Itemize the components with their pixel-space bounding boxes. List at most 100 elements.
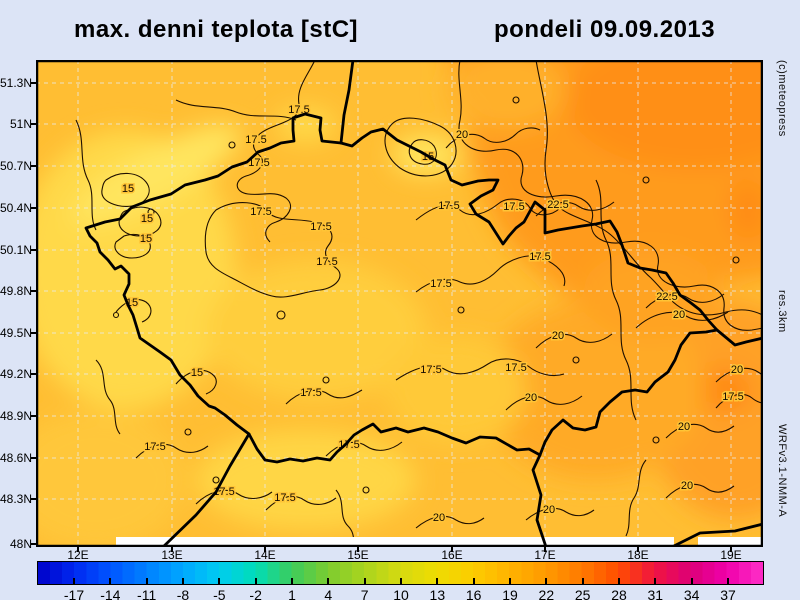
scale-tick <box>254 578 257 585</box>
scale-value-label: 28 <box>611 587 627 600</box>
contour-value-label: 17.5 <box>722 391 743 403</box>
contour-value-label: 17.5 <box>310 221 331 233</box>
scale-value-label: -5 <box>213 587 226 600</box>
contour-value-label: 17.5 <box>300 387 321 399</box>
lat-tick <box>31 543 36 545</box>
lat-tick <box>31 290 36 292</box>
lat-tick <box>31 373 36 375</box>
contour-value-label: 17.5 <box>248 157 269 169</box>
scale-value-label: 1 <box>288 587 296 600</box>
austria-slovakia-border <box>531 453 548 547</box>
scale-tick <box>690 578 693 585</box>
scale-value-label: 13 <box>429 587 446 600</box>
country-borders <box>84 60 763 547</box>
lon-label: 16E <box>441 548 463 562</box>
scale-value-label: -8 <box>176 587 190 600</box>
scale-tick <box>617 578 620 585</box>
scale-tick <box>508 578 511 585</box>
contour-value-label: 22.5 <box>656 291 677 303</box>
lat-label: 48.3N <box>0 492 33 506</box>
no-data-strip <box>116 537 763 547</box>
slovakia-hungary-border <box>670 522 763 547</box>
scale-tick <box>363 578 366 585</box>
scale-tick <box>545 578 548 585</box>
lon-tick <box>77 547 79 552</box>
scale-value-label: -11 <box>137 587 157 600</box>
lat-tick <box>31 82 36 84</box>
lat-lon-grid <box>36 60 763 547</box>
scale-tick <box>218 578 221 585</box>
lon-tick <box>264 547 266 552</box>
lat-tick <box>31 332 36 334</box>
contour-value-label: 17.5 <box>438 200 459 212</box>
contour-value-label: 20 <box>456 129 468 141</box>
lon-tick <box>544 547 546 552</box>
scale-tick <box>654 578 657 585</box>
scale-value-label: 19 <box>502 587 518 600</box>
contour-label-layer: 15151515151517.517.517.517.517.517.517.5… <box>120 102 745 525</box>
contour-value-label: 20 <box>681 480 693 492</box>
contour-value-label: 20 <box>678 421 690 433</box>
forecast-date: pondeli 09.09.2013 <box>494 16 716 43</box>
lat-label: 49.2N <box>0 367 33 381</box>
contour-value-label: 15 <box>122 183 134 195</box>
lon-tick <box>637 547 639 552</box>
scale-tick <box>726 578 729 585</box>
scale-tick <box>327 578 330 585</box>
scale-tick <box>436 578 439 585</box>
lat-label: 50.7N <box>0 159 33 173</box>
contour-value-label: 20 <box>525 392 537 404</box>
scale-value-label: 25 <box>574 587 591 600</box>
contour-value-label: 17.5 <box>503 201 524 213</box>
scale-value-label: 7 <box>360 587 369 600</box>
lon-label: 18E <box>627 548 649 562</box>
contour-value-label: 22.5 <box>547 199 568 211</box>
map-title: max. denni teplota [stC] <box>74 16 359 43</box>
scale-value-label: 4 <box>324 587 333 600</box>
contour-value-label: 20 <box>552 330 564 342</box>
contour-value-label: 17.5 <box>245 134 266 146</box>
lon-label: 14E <box>254 548 276 562</box>
scale-tick <box>145 578 148 585</box>
scale-tick <box>181 578 184 585</box>
lat-label: 51.3N <box>0 76 33 90</box>
contour-value-label: 17.5 <box>505 362 526 374</box>
lat-tick <box>31 457 36 459</box>
scale-value-label: 34 <box>683 587 700 600</box>
contour-value-label: 20 <box>731 364 743 376</box>
lon-label: 13E <box>161 548 183 562</box>
contour-value-label: 17.5 <box>274 492 295 504</box>
lat-tick <box>31 249 36 251</box>
contour-value-label: 17.5 <box>420 364 441 376</box>
scale-value-label: 10 <box>393 587 409 600</box>
scale-value-label: 37 <box>720 587 736 600</box>
model-label: WRFv3.1-NMM-A <box>776 424 788 518</box>
lat-label: 51N <box>9 117 32 131</box>
scale-value-label: 16 <box>465 587 482 600</box>
scale-value-label: -17 <box>63 587 85 600</box>
lon-tick <box>451 547 453 552</box>
temperature-map: 15 15 15 15 15 15 17.5 17.5 17.5 17.5 17.5 17.5 17.5… <box>36 60 763 547</box>
contour-value-label: 20 <box>673 309 685 321</box>
contour-value-label: 17.5 <box>529 251 550 263</box>
lat-label: 49.5N <box>0 326 33 340</box>
contour-value-label: 17.5 <box>430 278 451 290</box>
scale-value-label: 22 <box>538 587 555 600</box>
lat-tick <box>31 498 36 500</box>
temperature-map-canvas: 15151515151517.517.517.517.517.517.517.5… <box>36 60 763 547</box>
scale-tick <box>73 578 75 585</box>
lon-label: 19E <box>720 548 742 562</box>
lat-label: 50.4N <box>0 201 33 215</box>
lat-label: 50.1N <box>0 243 33 257</box>
lon-label: 12E <box>67 548 89 562</box>
scale-value-label: -2 <box>249 587 262 600</box>
scale-tick <box>290 578 293 585</box>
lat-tick <box>31 165 36 167</box>
scale-tick <box>399 578 402 585</box>
contour-value-label: 17.5 <box>144 441 165 453</box>
scale-value-label: -14 <box>100 587 121 600</box>
resolution-label: res.3km <box>776 290 788 333</box>
contour-value-label: 17.5 <box>316 256 337 268</box>
germany-austria-border <box>161 432 251 547</box>
